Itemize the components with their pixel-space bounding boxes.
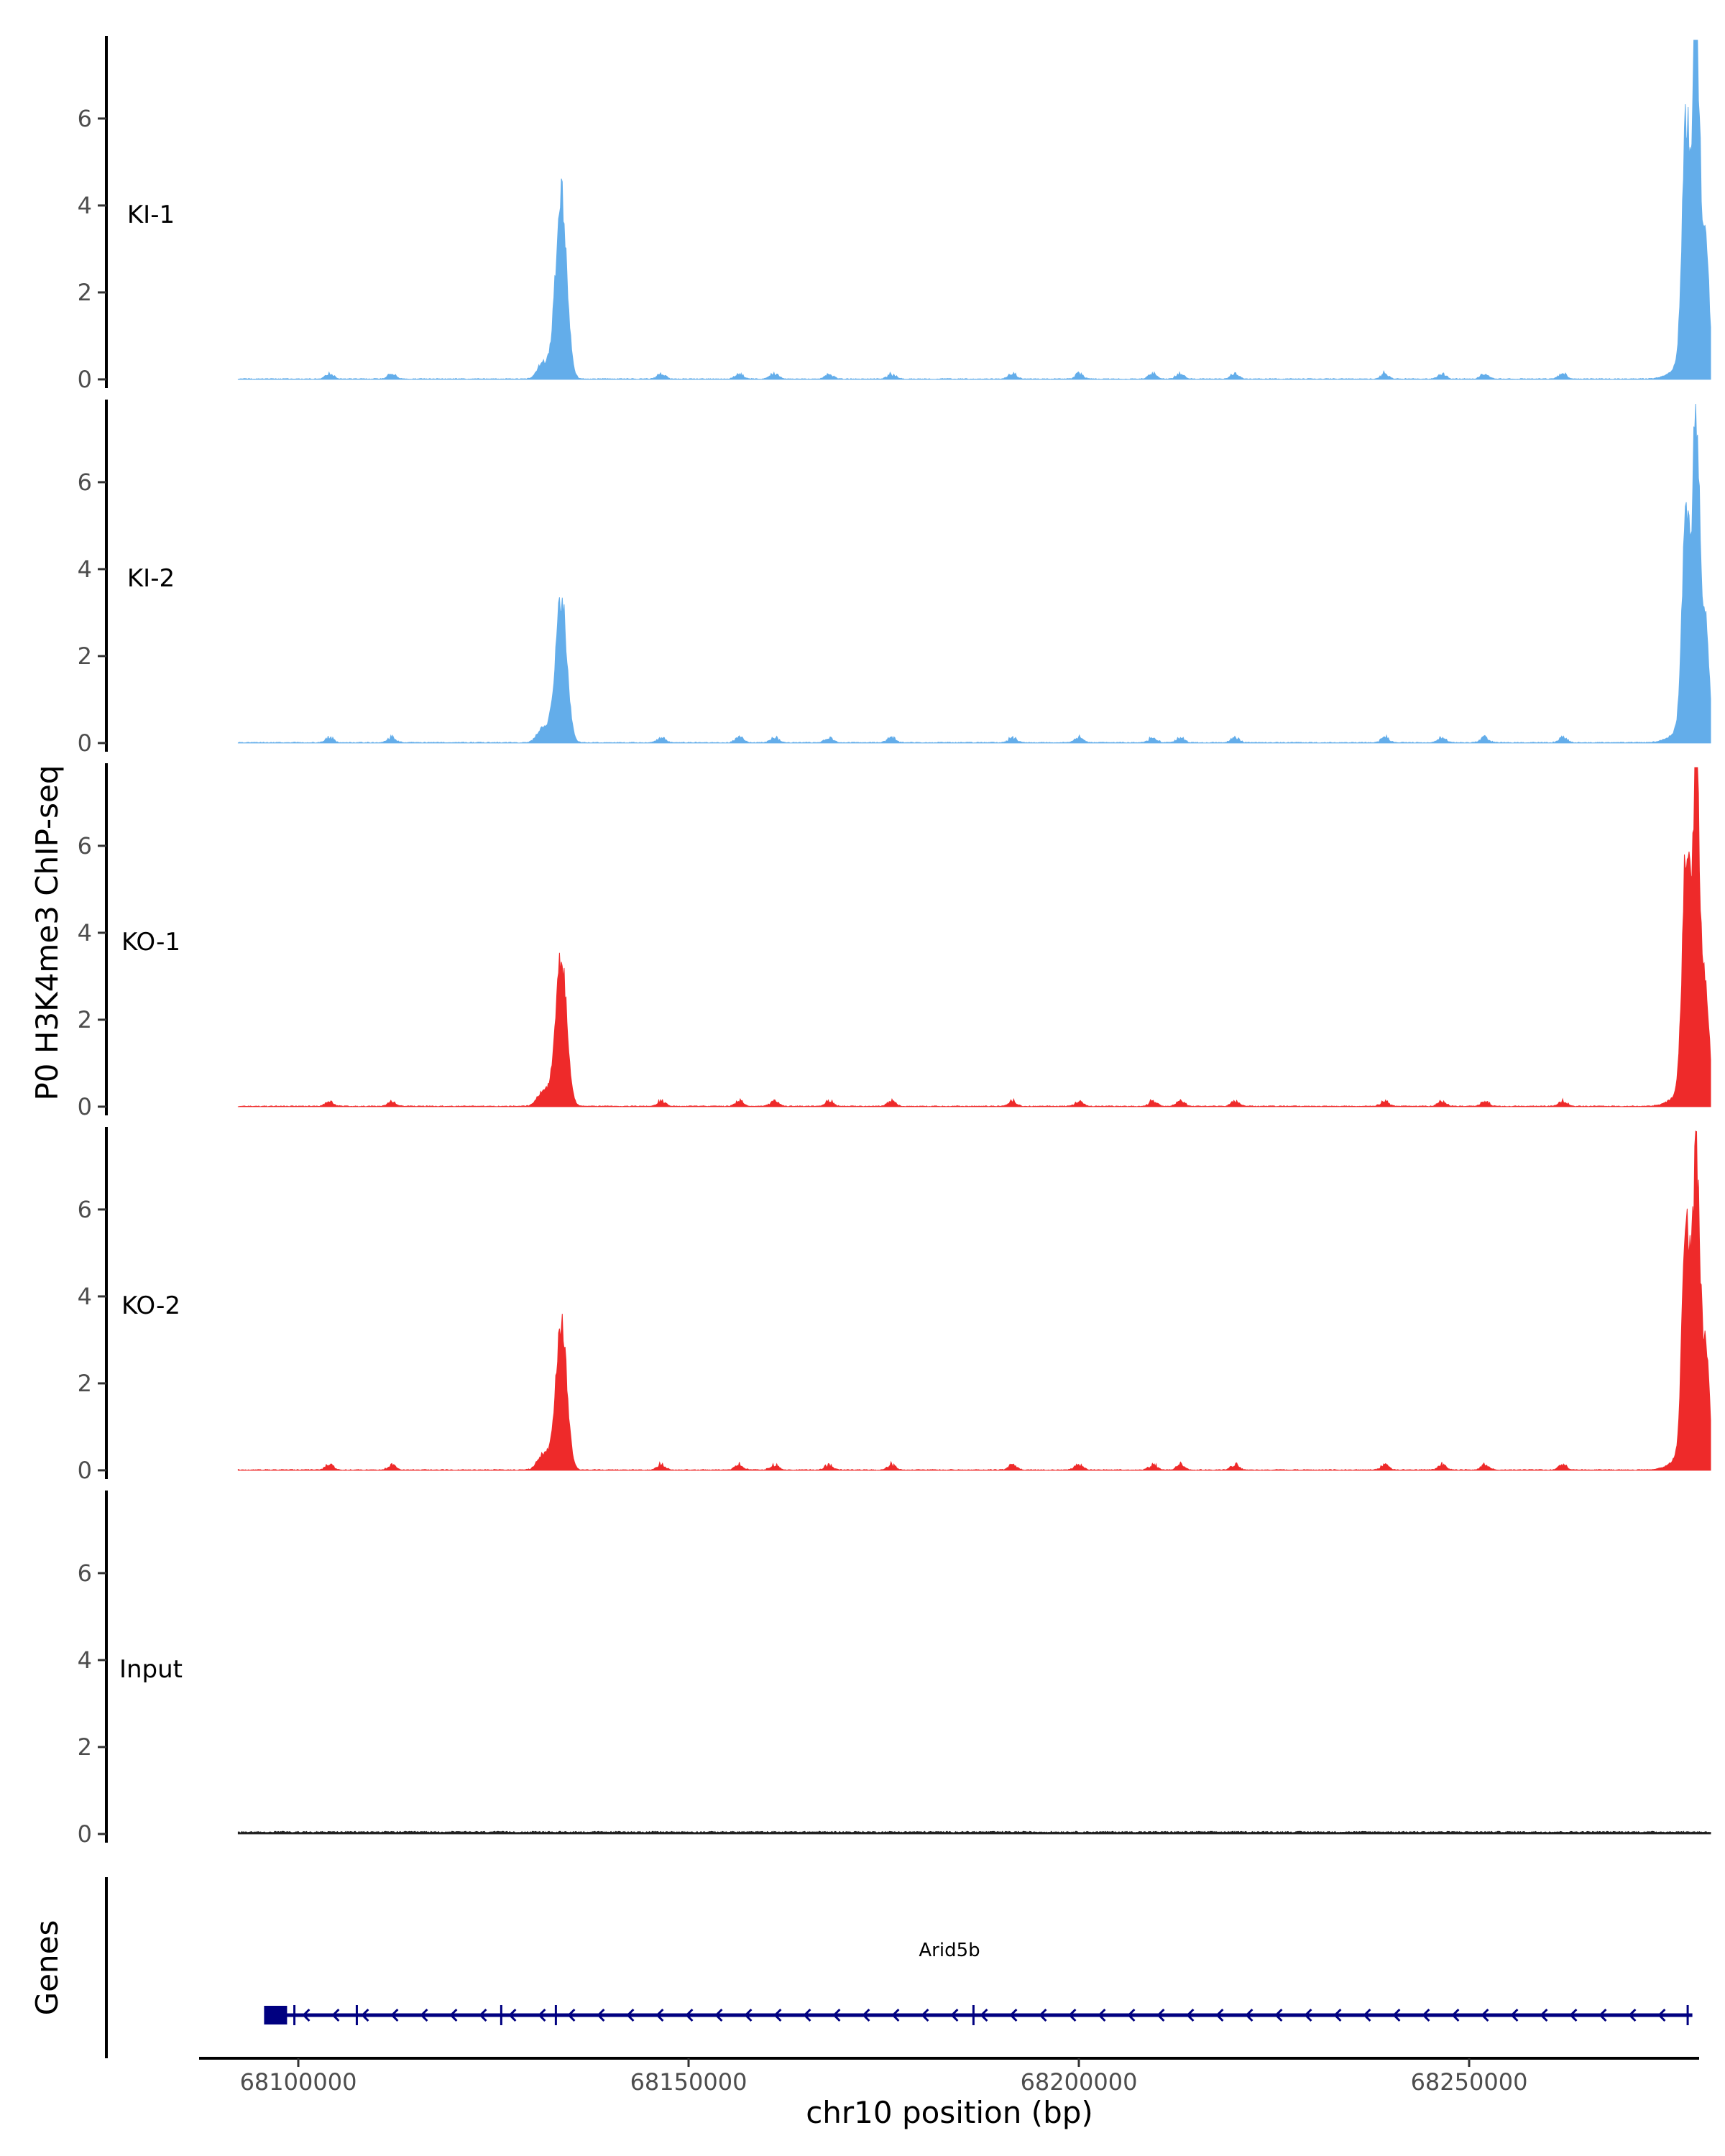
strand-arrow	[1540, 2008, 1548, 2022]
strand-arrow	[1215, 2008, 1224, 2022]
strand-arrow	[773, 2008, 782, 2022]
y-tick-label: 0	[78, 1820, 92, 1848]
gene-exon	[264, 2006, 288, 2024]
strand-arrow	[1657, 2008, 1666, 2022]
x-tick-label: 68150000	[630, 2068, 748, 2096]
strand-arrow	[597, 2008, 605, 2022]
strand-arrow	[1363, 2008, 1371, 2022]
x-tick-label: 68250000	[1411, 2068, 1528, 2096]
y-tick-label: 6	[78, 469, 92, 496]
signal-area	[237, 767, 1711, 1107]
y-tick-label: 4	[78, 1646, 92, 1674]
x-tick-label: 68200000	[1021, 2068, 1138, 2096]
signal-area	[237, 1830, 1711, 1835]
y-axis-title: P0 H3K4me3 ChIP-seq	[29, 765, 65, 1100]
gene-name-label: Arid5b	[919, 1940, 980, 1961]
track-label: Input	[119, 1655, 183, 1684]
y-tick-label: 0	[78, 1457, 92, 1484]
x-axis: 68100000 68150000 68200000 68250000	[199, 2057, 1699, 2096]
strand-arrow	[656, 2008, 664, 2022]
signal-area	[237, 1130, 1711, 1471]
signal-area	[237, 40, 1711, 380]
y-tick-label: 2	[78, 642, 92, 670]
strand-arrow	[1039, 2008, 1047, 2022]
y-tick-label: 4	[78, 556, 92, 583]
strand-arrow	[479, 2008, 487, 2022]
y-tick-label: 4	[78, 919, 92, 946]
strand-arrow	[685, 2008, 694, 2022]
strand-arrow	[1510, 2008, 1519, 2022]
strand-arrow	[1392, 2008, 1401, 2022]
strand-arrow	[1598, 2008, 1607, 2022]
strand-arrow	[361, 2008, 369, 2022]
strand-arrow	[1451, 2008, 1460, 2022]
strand-arrow	[1422, 2008, 1430, 2022]
strand-arrow	[1245, 2008, 1254, 2022]
track-label: KI-1	[127, 201, 175, 229]
strand-arrow	[1068, 2008, 1077, 2022]
strand-arrow	[390, 2008, 399, 2022]
strand-arrow	[714, 2008, 723, 2022]
strand-arrow	[538, 2008, 546, 2022]
y-tick-label: 6	[78, 1196, 92, 1223]
y-tick-label: 0	[78, 1093, 92, 1120]
strand-arrow	[1481, 2008, 1489, 2022]
strand-arrow	[744, 2008, 753, 2022]
strand-arrow	[1569, 2008, 1578, 2022]
strand-arrow	[420, 2008, 428, 2022]
y-tick-label: 2	[78, 1733, 92, 1761]
y-tick-label: 2	[78, 279, 92, 306]
y-tick-label: 2	[78, 1370, 92, 1397]
strand-arrow	[302, 2008, 310, 2022]
strand-arrow	[980, 2008, 988, 2022]
strand-arrow	[1333, 2008, 1342, 2022]
track-label: KO-2	[121, 1291, 180, 1320]
strand-arrow	[1628, 2008, 1637, 2022]
genes-track: Genes Arid5b	[29, 1877, 1693, 2058]
y-tick-label: 6	[78, 832, 92, 860]
y-tick-label: 4	[78, 1283, 92, 1310]
y-tick-label: 2	[78, 1006, 92, 1033]
strand-arrow	[1156, 2008, 1165, 2022]
strand-arrow	[1098, 2008, 1106, 2022]
track-panels: 0 2 4 6 KI-1 0 2 4 6 KI-2 0 2 4 6 KO-1 0 2 4 6 KO-2 0 2 4 6 Inpu…	[78, 36, 1711, 1848]
strand-arrow	[891, 2008, 900, 2022]
strand-arrow	[449, 2008, 458, 2022]
signal-area	[237, 403, 1711, 744]
genes-track-label: Genes	[29, 1920, 65, 2016]
strand-arrow	[832, 2008, 841, 2022]
y-tick-label: 4	[78, 192, 92, 219]
track-panel: 0 2 4 6 KI-2	[78, 400, 1711, 757]
x-tick-label: 68100000	[240, 2068, 357, 2096]
strand-arrow	[803, 2008, 811, 2022]
strand-arrow	[1274, 2008, 1283, 2022]
strand-arrow	[1186, 2008, 1195, 2022]
strand-arrow	[626, 2008, 635, 2022]
strand-arrow	[950, 2008, 959, 2022]
strand-arrow	[567, 2008, 576, 2022]
strand-arrow	[862, 2008, 870, 2022]
track-label: KO-1	[121, 928, 180, 957]
track-label: KI-2	[127, 564, 175, 593]
track-panel: 0 2 4 6 KO-2	[78, 1127, 1711, 1484]
x-axis-title: chr10 position (bp)	[806, 2095, 1093, 2130]
y-tick-label: 6	[78, 1560, 92, 1587]
strand-arrow	[1009, 2008, 1018, 2022]
strand-arrow	[331, 2008, 340, 2022]
strand-arrow	[1304, 2008, 1312, 2022]
y-tick-label: 0	[78, 366, 92, 393]
strand-arrow	[921, 2008, 929, 2022]
y-tick-label: 6	[78, 105, 92, 132]
y-tick-label: 0	[78, 729, 92, 757]
track-panel: 0 2 4 6 Input	[78, 1491, 1711, 1848]
strand-arrow	[508, 2008, 517, 2022]
strand-arrow	[1127, 2008, 1136, 2022]
track-panel: 0 2 4 6 KO-1	[78, 763, 1711, 1120]
track-panel: 0 2 4 6 KI-1	[78, 36, 1711, 393]
